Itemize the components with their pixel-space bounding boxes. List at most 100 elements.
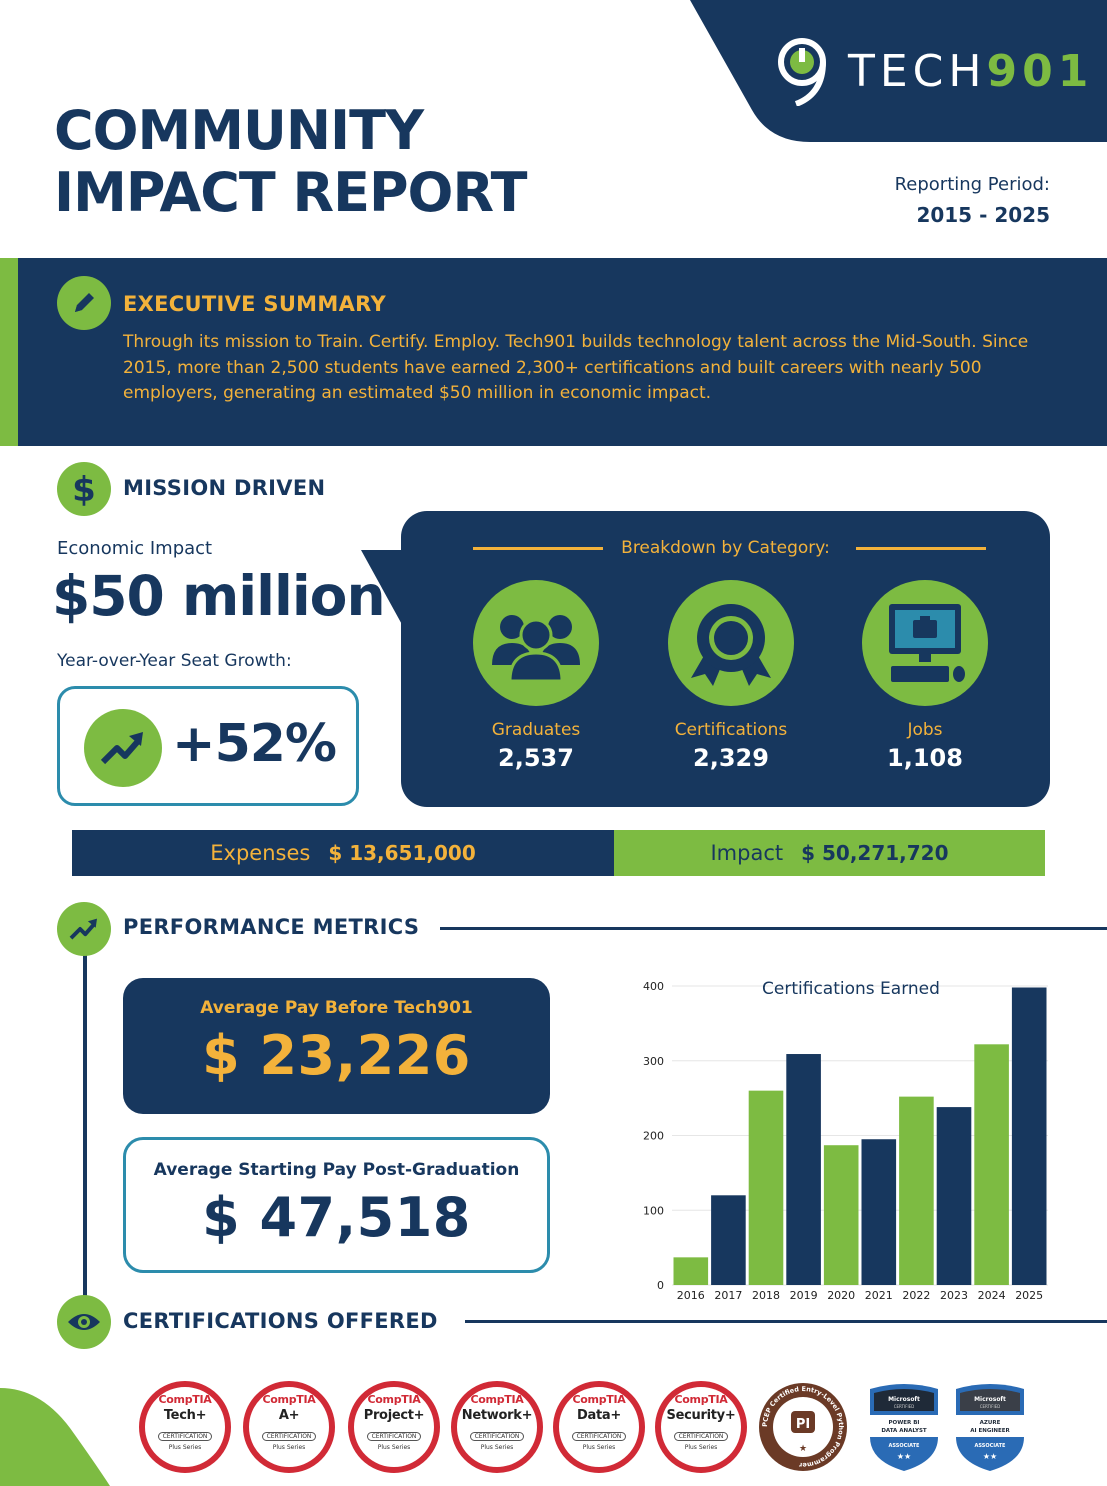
badge-series: Plus Series [272, 1444, 306, 1451]
star-icon: ★ [799, 1444, 807, 1454]
x-tick-label: 2024 [978, 1289, 1006, 1302]
category-label: Graduates [491, 720, 581, 740]
dollar-icon: $ [57, 462, 111, 516]
bar-2019 [786, 1054, 821, 1285]
bar-2022 [899, 1096, 934, 1285]
bar-2020 [823, 1145, 859, 1285]
x-tick-label: 2025 [1015, 1289, 1043, 1302]
badge-ms-power-bi: Microsoft CERTIFIED POWER BI DATA ANALYS… [870, 1384, 938, 1471]
badge-brand: CompTIA [470, 1393, 524, 1406]
y-tick-label: 300 [643, 1055, 664, 1068]
badge-tag: CERTIFICATION [261, 1432, 317, 1441]
badge-series: Plus Series [168, 1444, 202, 1451]
badge-tag: CERTIFICATION [469, 1432, 525, 1441]
breakdown-title: Breakdown by Category: [621, 538, 830, 558]
badge-brand: CompTIA [674, 1393, 728, 1406]
badge-comptia-network-plus: CompTIA Network+ CERTIFICATION Plus Seri… [451, 1381, 543, 1473]
x-tick-label: 2021 [865, 1289, 893, 1302]
bar-2018 [748, 1090, 784, 1285]
tech901-logo: TECH901 [776, 36, 1096, 106]
page-title: COMMUNITY IMPACT REPORT [54, 100, 614, 224]
badge-name: DATA ANALYST [881, 1428, 927, 1434]
badge-series: Plus Series [582, 1444, 616, 1451]
category-jobs: Jobs 1,108 [825, 580, 1025, 772]
badge-level: ASSOCIATE [889, 1443, 921, 1449]
expenses-bar: Expenses $ 13,651,000 [72, 830, 614, 876]
category-label: Jobs [907, 720, 943, 740]
badge-comptia-a-plus: CompTIA A+ CERTIFICATION Plus Series [243, 1381, 335, 1473]
bar-2024 [974, 1044, 1009, 1285]
badge-brand: CompTIA [572, 1393, 626, 1406]
badge-level: ASSOCIATE [975, 1443, 1007, 1449]
pay-before-value: $ 23,226 [202, 1024, 471, 1087]
divider [473, 547, 603, 550]
expenses-value: $ 13,651,000 [328, 841, 476, 865]
category-value: 1,108 [887, 744, 963, 772]
expenses-label: Expenses [210, 841, 311, 865]
reporting-period-label: Reporting Period: [894, 174, 1050, 195]
seat-growth-value: +52% [172, 714, 337, 774]
divider [465, 1320, 1107, 1323]
x-tick-label: 2023 [940, 1289, 968, 1302]
badge-comptia-project-plus: CompTIA Project+ CERTIFICATION Plus Seri… [348, 1381, 440, 1473]
category-certifications: Certifications 2,329 [631, 580, 831, 772]
badge-brand: Microsoft [888, 1396, 920, 1403]
y-tick-label: 100 [643, 1204, 664, 1217]
bar-2017 [711, 1195, 746, 1285]
award-icon [668, 580, 794, 706]
pay-after-value: $ 47,518 [202, 1186, 471, 1249]
category-value: 2,329 [693, 744, 769, 772]
category-graduates: Graduates 2,537 [436, 580, 636, 772]
impact-bar: Impact $ 50,271,720 [614, 830, 1045, 876]
bar-2023 [936, 1107, 972, 1285]
callout-pointer [361, 550, 405, 630]
mission-driven-title: MISSION DRIVEN [123, 476, 326, 500]
badge-name: AI ENGINEER [970, 1428, 1010, 1434]
seat-growth-card [57, 686, 359, 806]
pay-after-label: Average Starting Pay Post-Graduation [153, 1160, 520, 1180]
executive-summary-title: EXECUTIVE SUMMARY [123, 292, 386, 316]
badge-sub: CERTIFIED [980, 1404, 1001, 1409]
badge-name: A+ [278, 1408, 300, 1423]
accent-bar [0, 258, 18, 446]
seat-growth-label: Year-over-Year Seat Growth: [57, 651, 292, 671]
category-value: 2,537 [498, 744, 574, 772]
impact-value: $ 50,271,720 [801, 841, 949, 865]
pay-before-label: Average Pay Before Tech901 [200, 998, 473, 1018]
reporting-period: 2015 - 2025 [916, 203, 1050, 227]
x-tick-label: 2016 [677, 1289, 705, 1302]
pencil-icon [57, 276, 111, 330]
badge-tag: CERTIFICATION [157, 1432, 213, 1441]
x-tick-label: 2017 [714, 1289, 742, 1302]
x-tick-label: 2022 [902, 1289, 930, 1302]
title-line-2: IMPACT REPORT [54, 161, 527, 224]
badge-series: Plus Series [377, 1444, 411, 1451]
badge-brand: CompTIA [367, 1393, 421, 1406]
badge-tag: CERTIFICATION [366, 1432, 422, 1441]
badge-comptia-security-plus: CompTIA Security+ CERTIFICATION Plus Ser… [655, 1381, 747, 1473]
divider [440, 927, 1107, 930]
logo-text: TECH [848, 45, 987, 97]
badge-name: Tech+ [163, 1408, 207, 1423]
executive-summary-body: Through its mission to Train. Certify. E… [123, 332, 1029, 403]
corner-decoration [0, 1388, 110, 1486]
badge-name: POWER BI [889, 1420, 920, 1426]
badge-series: Plus Series [480, 1444, 514, 1451]
eye-icon [57, 1295, 111, 1349]
svg-text:$: $ [72, 471, 96, 507]
chart-title: Certifications Earned [762, 979, 940, 999]
star-icon: ★★ [983, 1452, 997, 1461]
economic-impact-label: Economic Impact [57, 538, 213, 559]
trend-up-icon [84, 709, 162, 787]
divider [856, 547, 986, 550]
y-tick-label: 0 [657, 1279, 664, 1292]
x-tick-label: 2018 [752, 1289, 780, 1302]
star-icon: ★★ [897, 1452, 911, 1461]
computer-icon [862, 580, 988, 706]
badge-tag: CERTIFICATION [673, 1432, 729, 1441]
badge-name: Security+ [666, 1408, 736, 1423]
badge-series: Plus Series [684, 1444, 718, 1451]
y-tick-label: 400 [643, 980, 664, 993]
certifications-chart: 0 100 200 300 400 2016 2017 2018 2019 2020 2021 20… [643, 979, 1048, 1302]
y-tick-label: 200 [643, 1130, 664, 1143]
